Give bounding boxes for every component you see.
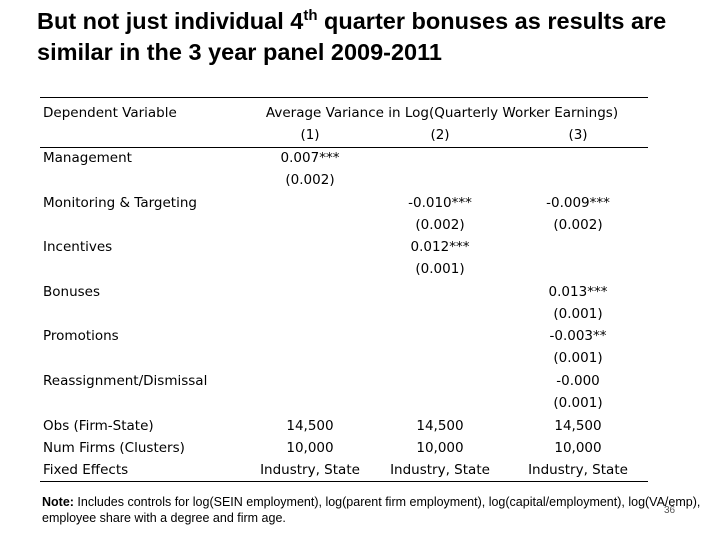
page-number: 36 xyxy=(664,505,676,516)
standard-error: (0.002) xyxy=(285,172,335,188)
row-label: Management xyxy=(43,150,132,166)
coefficient: -0.009*** xyxy=(546,194,610,211)
stat-value: 10,000 xyxy=(416,440,464,456)
row-label: Num Firms (Clusters) xyxy=(43,440,185,456)
stat-value: Industry, State xyxy=(260,462,360,478)
note-label: Note: xyxy=(42,495,74,509)
standard-error: (0.001) xyxy=(553,395,603,411)
stat-value: 10,000 xyxy=(554,440,602,456)
stat-value: 14,500 xyxy=(286,418,334,434)
coefficient: -0.010*** xyxy=(408,194,472,211)
row-label: Obs (Firm-State) xyxy=(43,418,154,434)
column-header: (3) xyxy=(568,127,588,143)
standard-error: (0.001) xyxy=(415,261,465,278)
row-label: Promotions xyxy=(43,328,119,345)
table-rule xyxy=(40,147,648,148)
coefficient: -0.003** xyxy=(549,328,607,345)
stat-value: 10,000 xyxy=(286,440,334,456)
standard-error: (0.001) xyxy=(553,305,603,322)
group-header: Average Variance in Log(Quarterly Worker… xyxy=(265,105,619,121)
table-rule xyxy=(40,481,648,482)
coefficient: 0.013*** xyxy=(548,283,608,300)
stat-value: Industry, State xyxy=(390,462,490,478)
stat-value: 14,500 xyxy=(554,418,602,434)
note: Note: Includes controls for log(SEIN emp… xyxy=(42,494,702,526)
stat-value: Industry, State xyxy=(528,462,628,478)
table-rule xyxy=(40,97,648,98)
row-label: Bonuses xyxy=(43,283,101,300)
note-text: Includes controls for log(SEIN employmen… xyxy=(42,495,701,525)
stub-header: Dependent Variable xyxy=(43,105,177,121)
title-text: But not just individual 4 xyxy=(37,8,304,34)
coefficient: -0.000 xyxy=(556,373,600,389)
standard-error: (0.002) xyxy=(415,216,465,233)
row-label: Monitoring & Targeting xyxy=(43,194,197,211)
column-header: (1) xyxy=(300,127,320,143)
row-label: Fixed Effects xyxy=(43,462,129,478)
row-label: Reassignment/Dismissal xyxy=(43,373,208,389)
coefficient: 0.007*** xyxy=(280,150,340,166)
row-label: Incentives xyxy=(43,239,113,256)
standard-error: (0.002) xyxy=(553,216,603,233)
stat-value: 14,500 xyxy=(416,418,464,434)
title-text: quarter bonuses as results are similar i… xyxy=(37,8,667,65)
coefficient: 0.012*** xyxy=(410,239,470,256)
standard-error: (0.001) xyxy=(553,350,603,367)
column-header: (2) xyxy=(430,127,450,143)
slide-title: But not just individual 4th quarter bonu… xyxy=(37,6,707,68)
title-superscript: th xyxy=(303,7,318,25)
